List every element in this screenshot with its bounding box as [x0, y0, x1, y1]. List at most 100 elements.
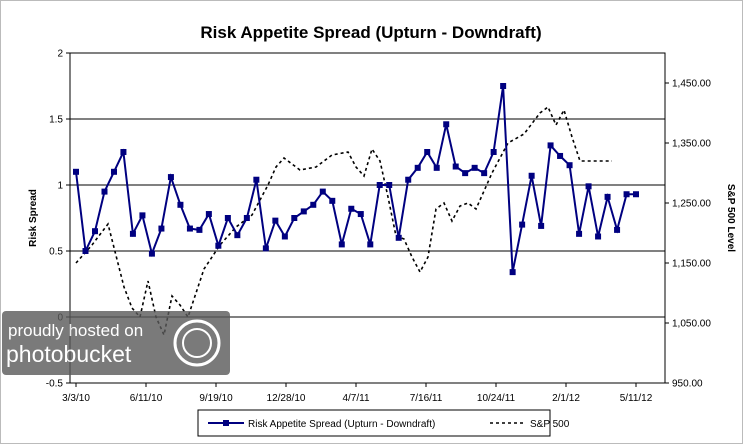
x-tick-label: 3/3/10	[62, 393, 90, 404]
risk-spread-point	[91, 228, 98, 235]
risk-spread-point	[576, 230, 583, 237]
x-tick-label: 9/19/10	[199, 393, 233, 404]
risk-spread-point	[234, 232, 241, 239]
risk-spread-point	[281, 233, 288, 240]
risk-spread-point	[338, 241, 345, 248]
risk-spread-point	[101, 188, 108, 195]
risk-spread-point	[452, 163, 459, 170]
risk-spread-point	[205, 211, 212, 218]
risk-spread-point	[319, 188, 326, 195]
risk-spread-point	[272, 217, 279, 224]
x-axis-ticks: 3/3/10 6/11/10 9/19/10 12/28/10 4/7/11 7/16/1…	[62, 383, 653, 404]
risk-spread-point	[414, 164, 421, 171]
photobucket-watermark: proudly hosted on photobucket	[2, 311, 230, 375]
chart-title: Risk Appetite Spread (Upturn - Downdraft…	[200, 23, 541, 42]
risk-spread-point	[262, 245, 269, 252]
risk-spread-point	[633, 191, 639, 198]
risk-spread-point	[253, 176, 260, 183]
risk-spread-point	[196, 226, 203, 233]
risk-spread-point	[585, 183, 592, 190]
risk-spread-point	[348, 205, 355, 212]
x-tick-label: 10/24/11	[477, 393, 516, 404]
risk-spread-point	[500, 83, 507, 89]
y-tick-label: 1	[57, 181, 63, 192]
risk-spread-point	[538, 222, 545, 229]
risk-spread-point	[329, 197, 336, 204]
risk-spread-point	[462, 170, 469, 177]
risk-spread-point	[177, 201, 184, 208]
risk-spread-point	[82, 248, 89, 254]
risk-spread-point	[186, 225, 193, 232]
risk-spread-point	[490, 149, 497, 155]
risk-spread-point	[604, 193, 611, 200]
legend-sp500-label: S&P 500	[530, 419, 570, 430]
y2-tick-label: 1,150.00	[672, 259, 711, 270]
y-tick-label: -0.5	[46, 379, 64, 390]
y2-axis-label: S&P 500 Level	[725, 184, 736, 252]
series-risk-spread	[73, 83, 639, 276]
risk-spread-point	[614, 226, 621, 233]
risk-spread-point	[386, 182, 393, 188]
risk-spread-point	[443, 121, 450, 128]
x-tick-label: 7/16/11	[410, 393, 443, 404]
risk-spread-point	[148, 250, 155, 257]
risk-spread-point	[291, 215, 298, 221]
x-tick-label: 12/28/10	[267, 393, 306, 404]
y2-tick-label: 950.00	[672, 379, 703, 390]
risk-spread-point	[595, 233, 602, 240]
risk-spread-point	[528, 172, 535, 179]
risk-spread-point	[367, 241, 374, 248]
risk-spread-line	[75, 85, 636, 273]
risk-spread-point	[509, 269, 516, 276]
risk-spread-point	[129, 230, 136, 237]
risk-spread-point	[310, 201, 317, 208]
y-tick-label: 1.5	[49, 115, 63, 126]
legend: Risk Appetite Spread (Upturn - Downdraft…	[197, 409, 570, 437]
risk-spread-point	[120, 149, 127, 155]
risk-spread-point	[623, 191, 630, 198]
x-tick-label: 2/1/12	[552, 393, 580, 404]
risk-spread-point	[139, 212, 146, 219]
risk-spread-point	[167, 174, 174, 181]
risk-spread-point	[519, 221, 526, 228]
risk-spread-point	[481, 170, 488, 177]
risk-spread-point	[110, 168, 117, 175]
risk-spread-point	[547, 142, 554, 149]
y2-tick-label: 1,350.00	[672, 139, 711, 150]
y2-tick-label: 1,050.00	[672, 319, 711, 330]
risk-spread-point	[215, 242, 222, 249]
risk-spread-point	[557, 152, 564, 159]
y-tick-label: 2	[57, 49, 63, 60]
camera-lens-icon	[173, 319, 221, 367]
watermark-line1: proudly hosted on	[8, 321, 143, 340]
x-tick-label: 6/11/10	[130, 393, 163, 404]
risk-spread-point	[471, 164, 478, 171]
legend-risk-marker	[223, 420, 229, 426]
risk-spread-point	[566, 162, 573, 169]
risk-spread-point	[357, 211, 364, 218]
risk-spread-point	[224, 215, 231, 221]
camera-lens-inner-icon	[182, 328, 212, 358]
x-tick-label: 4/7/11	[342, 393, 369, 404]
risk-spread-point	[424, 149, 431, 155]
risk-spread-point	[243, 215, 250, 221]
y-tick-label: 0.5	[49, 247, 63, 258]
y-axis-label: Risk Spread	[28, 189, 39, 247]
y2-tick-label: 1,450.00	[672, 79, 711, 90]
plot-area-frame	[69, 52, 666, 384]
watermark-background	[2, 311, 230, 375]
risk-spread-point	[376, 182, 383, 188]
right-axis-ticks: 950.00 1,050.00 1,150.00 1,250.00 1,350.00 1,…	[665, 79, 711, 390]
risk-spread-point	[158, 225, 165, 232]
x-tick-label: 5/11/12	[620, 393, 653, 404]
legend-risk-label: Risk Appetite Spread (Upturn - Downdraft…	[248, 419, 435, 430]
risk-spread-point	[300, 208, 307, 215]
risk-spread-point	[433, 164, 440, 171]
risk-spread-point	[73, 168, 79, 175]
watermark-line2: photobucket	[6, 341, 132, 367]
y2-tick-label: 1,250.00	[672, 199, 711, 210]
risk-spread-point	[405, 176, 412, 183]
risk-spread-point	[395, 234, 402, 241]
